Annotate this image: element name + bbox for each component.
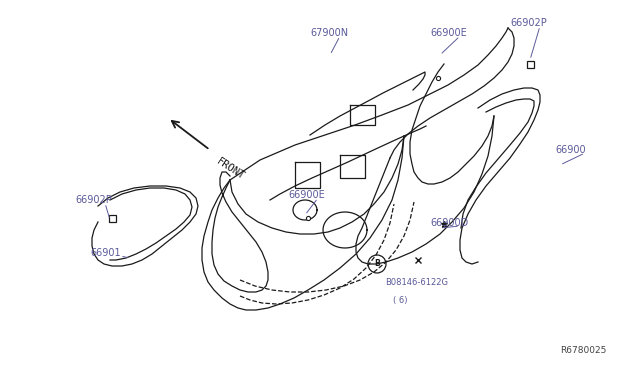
Text: 66901: 66901 xyxy=(90,248,120,258)
Text: 66900D: 66900D xyxy=(430,218,468,228)
Text: 66902P: 66902P xyxy=(510,18,547,28)
Text: FRONT: FRONT xyxy=(215,156,246,182)
Text: 66900E: 66900E xyxy=(430,28,467,38)
FancyBboxPatch shape xyxy=(109,215,115,221)
Text: 66900: 66900 xyxy=(555,145,586,155)
Text: 66902P: 66902P xyxy=(75,195,112,205)
Text: ( 6): ( 6) xyxy=(393,296,408,305)
Text: R6780025: R6780025 xyxy=(560,346,606,355)
Text: B08146-6122G: B08146-6122G xyxy=(385,278,448,287)
Text: 67900N: 67900N xyxy=(310,28,348,38)
FancyBboxPatch shape xyxy=(527,61,534,67)
Text: 66900E: 66900E xyxy=(288,190,324,200)
Text: B: B xyxy=(374,260,380,269)
